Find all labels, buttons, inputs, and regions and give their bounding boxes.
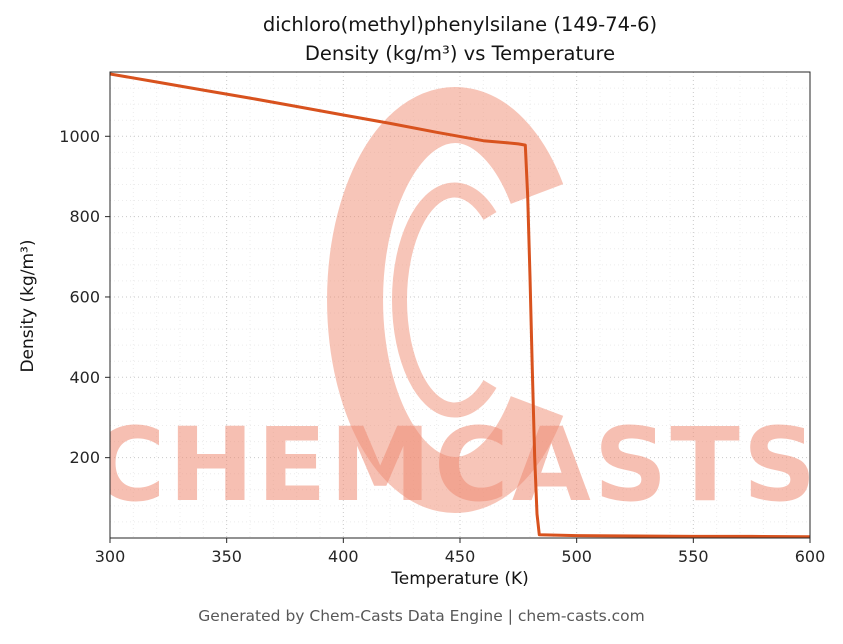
footer-credit: Generated by Chem-Casts Data Engine | ch…	[198, 607, 645, 625]
watermark: CHEMCASTS	[91, 87, 820, 525]
watermark-text: CHEMCASTS	[91, 406, 820, 525]
y-tick-label: 400	[69, 368, 100, 387]
watermark-logo-inner-arc-icon	[391, 182, 497, 418]
y-tick-label: 800	[69, 207, 100, 226]
plot-area: CHEMCASTS 300 350 400 450 500 550 600 200 400 600 8…	[59, 71, 826, 566]
series-line-density	[110, 72, 810, 538]
x-tick-label: 400	[328, 547, 359, 566]
x-tick-label: 450	[445, 547, 476, 566]
x-tick-label: 300	[95, 547, 126, 566]
y-tick-label: 1000	[59, 127, 100, 146]
watermark-logo-outer-arc-icon	[327, 87, 564, 513]
y-tick-label: 600	[69, 287, 100, 306]
x-tick-label: 500	[561, 547, 592, 566]
x-tick-label: 350	[211, 547, 242, 566]
x-tick-label: 550	[678, 547, 709, 566]
x-tick-label: 600	[795, 547, 826, 566]
chart-title-line1: dichloro(methyl)phenylsilane (149-74-6)	[262, 13, 658, 36]
y-tick-label: 200	[69, 448, 100, 467]
chart-title: dichloro(methyl)phenylsilane (149-74-6) …	[110, 10, 810, 68]
chart-title-line2: Density (kg/m³) vs Temperature	[304, 42, 616, 65]
y-axis-label: Density (kg/m³)	[18, 239, 38, 373]
x-axis-label: Temperature (K)	[391, 569, 529, 589]
